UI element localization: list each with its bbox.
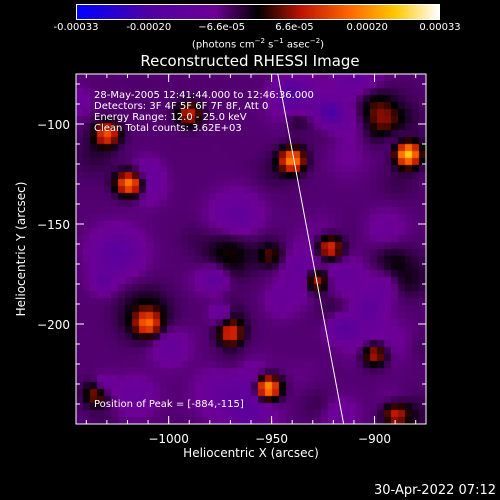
x-tick-label: −900 bbox=[358, 432, 391, 446]
solar-limb-line bbox=[277, 73, 345, 425]
colorbar-unit-label: (photons cm−2 s−1 asec−2) bbox=[191, 37, 325, 51]
colorbar-tick-label: 6.6e-05 bbox=[275, 22, 314, 33]
x-axis-label: Heliocentric X (arcsec) bbox=[183, 446, 319, 460]
plot-area: 28-May-2005 12:41:44.000 to 12:46:36.000… bbox=[76, 73, 426, 425]
colorbar bbox=[76, 4, 440, 20]
annotation-line: Detectors: 3F 4F 5F 6F 7F 8F, Att 0 bbox=[94, 101, 268, 112]
chart-title: Reconstructed RHESSI Image bbox=[140, 52, 360, 70]
annotation-line: Energy Range: 12.0 - 25.0 keV bbox=[94, 112, 247, 123]
annotation-line: 28-May-2005 12:41:44.000 to 12:46:36.000 bbox=[94, 90, 314, 101]
x-tick-label: −950 bbox=[255, 432, 288, 446]
colorbar-tick-label: −6.6e-05 bbox=[198, 22, 245, 33]
colorbar-tick-label: -0.00033 bbox=[53, 22, 99, 33]
y-axis-label: Heliocentric Y (arcsec) bbox=[14, 181, 28, 317]
y-tick-label: −200 bbox=[37, 318, 70, 332]
y-tick-label: −100 bbox=[37, 118, 70, 132]
colorbar-tick-label: -0.00020 bbox=[126, 22, 172, 33]
plot-overlay: 28-May-2005 12:41:44.000 to 12:46:36.000… bbox=[94, 73, 345, 425]
y-tick-label: −150 bbox=[37, 218, 70, 232]
footer-date: 30-Apr-2022 07:12 bbox=[374, 483, 496, 498]
colorbar-tick-label: 0.00033 bbox=[419, 22, 461, 33]
x-tick-label: −1000 bbox=[148, 432, 189, 446]
peak-position-label: Position of Peak = [-884,-115] bbox=[94, 399, 244, 410]
colorbar-tick-label: 0.00020 bbox=[346, 22, 388, 33]
annotation-line: Clean Total counts: 3.62E+03 bbox=[94, 123, 242, 134]
